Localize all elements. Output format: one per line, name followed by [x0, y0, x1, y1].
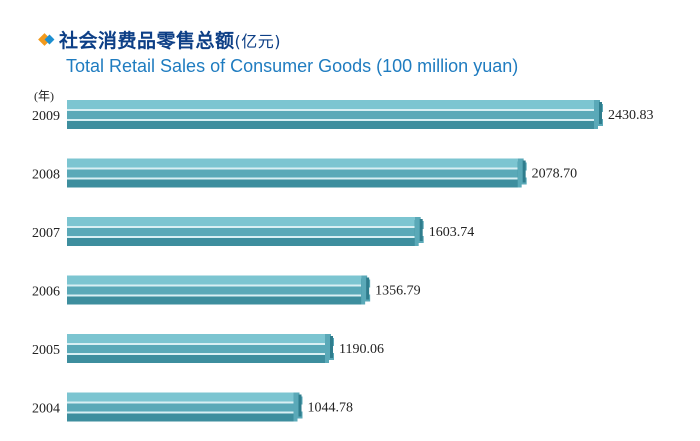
chart-header: 社会消费品零售总额(亿元) Total Retail Sales of Cons… — [36, 26, 518, 77]
data-label: 1603.74 — [429, 225, 475, 240]
bar-highlight — [67, 167, 518, 170]
chart-title-cn-unit: (亿元) — [234, 31, 282, 51]
year-tick-label: 2005 — [32, 343, 60, 358]
data-label: 1190.06 — [339, 342, 384, 357]
bar-highlight — [67, 226, 415, 228]
bar-end-cap-shade — [330, 336, 334, 358]
bar-top-face — [67, 275, 362, 285]
y-axis-unit-label: (年) — [34, 89, 54, 103]
bar-highlight-2 — [67, 236, 415, 238]
year-tick-label: 2004 — [32, 402, 60, 417]
bar-highlight-2 — [67, 119, 594, 121]
bar-end-cap-shade — [522, 160, 526, 183]
bar-bottom-face — [67, 179, 518, 188]
bar-top-face — [67, 158, 518, 168]
bar-2004 — [67, 392, 303, 422]
bar-mid-face — [67, 228, 415, 236]
bar-end-cap-shade — [599, 102, 602, 124]
bar-top-face — [67, 392, 294, 402]
title-row: 社会消费品零售总额(亿元) — [36, 26, 518, 52]
bar-end-cap-shade — [298, 394, 302, 417]
bar-highlight-2 — [67, 294, 362, 297]
bar-highlight-2 — [67, 411, 294, 414]
data-label: 1044.78 — [308, 401, 354, 416]
bar-bottom-face — [67, 238, 415, 246]
bar-mid-face — [67, 345, 326, 353]
bar-mid-face — [67, 286, 362, 295]
year-tick-label: 2007 — [32, 226, 60, 241]
chart-title-cn-text: 社会消费品零售总额 — [59, 29, 235, 52]
bar-bottom-face — [67, 355, 326, 363]
year-tick-label: 2008 — [32, 168, 60, 183]
chart-title-en: Total Retail Sales of Consumer Goods (10… — [66, 56, 519, 76]
bar-highlight — [67, 343, 326, 345]
bar-top-face — [67, 217, 415, 226]
bar-2008 — [67, 158, 527, 188]
chart-title-cn: 社会消费品零售总额(亿元) — [59, 26, 281, 53]
bar-2007 — [67, 217, 424, 246]
bar-2005 — [67, 334, 335, 363]
bar-bottom-face — [67, 121, 594, 129]
bar-2006 — [67, 275, 371, 305]
data-label: 1356.79 — [375, 284, 421, 299]
bar-mid-face — [67, 403, 294, 412]
data-label: 2078.70 — [532, 167, 578, 182]
bar-mid-face — [67, 169, 518, 178]
bar-highlight-2 — [67, 353, 326, 355]
data-label: 2430.83 — [608, 108, 654, 123]
bar-highlight — [67, 401, 294, 404]
bar-top-face — [67, 334, 326, 343]
bar-bottom-face — [67, 413, 294, 422]
year-tick-label: 2006 — [32, 285, 60, 300]
bar-highlight — [67, 284, 362, 287]
bar-highlight-2 — [67, 177, 518, 180]
bar-end-cap-shade — [419, 219, 423, 241]
bar-highlight — [67, 109, 594, 111]
bar-2009 — [67, 100, 603, 129]
bar-bottom-face — [67, 296, 362, 305]
bar-top-face — [67, 100, 594, 109]
bar-end-cap-shade — [366, 277, 370, 300]
bar-mid-face — [67, 111, 594, 119]
year-tick-label: 2009 — [32, 109, 60, 124]
